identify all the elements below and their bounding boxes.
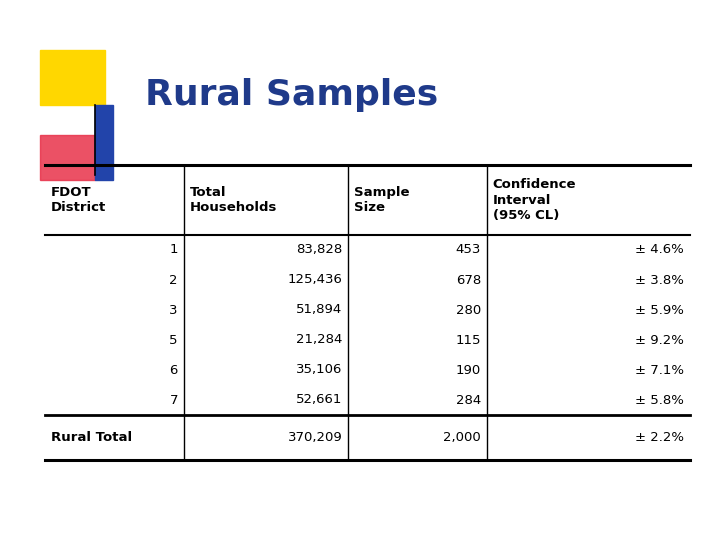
- Text: Rural Total: Rural Total: [50, 431, 132, 444]
- Text: ± 9.2%: ± 9.2%: [635, 334, 684, 347]
- Text: 370,209: 370,209: [288, 431, 343, 444]
- Text: 7: 7: [169, 394, 178, 407]
- Text: 453: 453: [456, 244, 481, 256]
- Text: 35,106: 35,106: [296, 363, 343, 376]
- Text: 21,284: 21,284: [296, 334, 343, 347]
- Text: 51,894: 51,894: [296, 303, 343, 316]
- Text: 2: 2: [169, 273, 178, 287]
- Text: 5: 5: [169, 334, 178, 347]
- Text: 190: 190: [456, 363, 481, 376]
- Text: 52,661: 52,661: [296, 394, 343, 407]
- Text: 125,436: 125,436: [287, 273, 343, 287]
- Text: 2,000: 2,000: [444, 431, 481, 444]
- Text: 678: 678: [456, 273, 481, 287]
- Text: ± 3.8%: ± 3.8%: [635, 273, 684, 287]
- Text: 280: 280: [456, 303, 481, 316]
- Text: ± 7.1%: ± 7.1%: [635, 363, 684, 376]
- Text: Total
Households: Total Households: [189, 186, 276, 214]
- Text: ± 2.2%: ± 2.2%: [635, 431, 684, 444]
- Text: 83,828: 83,828: [296, 244, 343, 256]
- Text: Rural Samples: Rural Samples: [145, 78, 438, 112]
- Text: 3: 3: [169, 303, 178, 316]
- Text: Sample
Size: Sample Size: [354, 186, 410, 214]
- Text: ± 4.6%: ± 4.6%: [636, 244, 684, 256]
- Text: ± 5.9%: ± 5.9%: [635, 303, 684, 316]
- Text: 6: 6: [169, 363, 178, 376]
- Text: 115: 115: [456, 334, 481, 347]
- Text: FDOT
District: FDOT District: [50, 186, 106, 214]
- Text: 1: 1: [169, 244, 178, 256]
- Text: Confidence
Interval
(95% CL): Confidence Interval (95% CL): [492, 178, 576, 222]
- Text: 284: 284: [456, 394, 481, 407]
- Text: ± 5.8%: ± 5.8%: [635, 394, 684, 407]
